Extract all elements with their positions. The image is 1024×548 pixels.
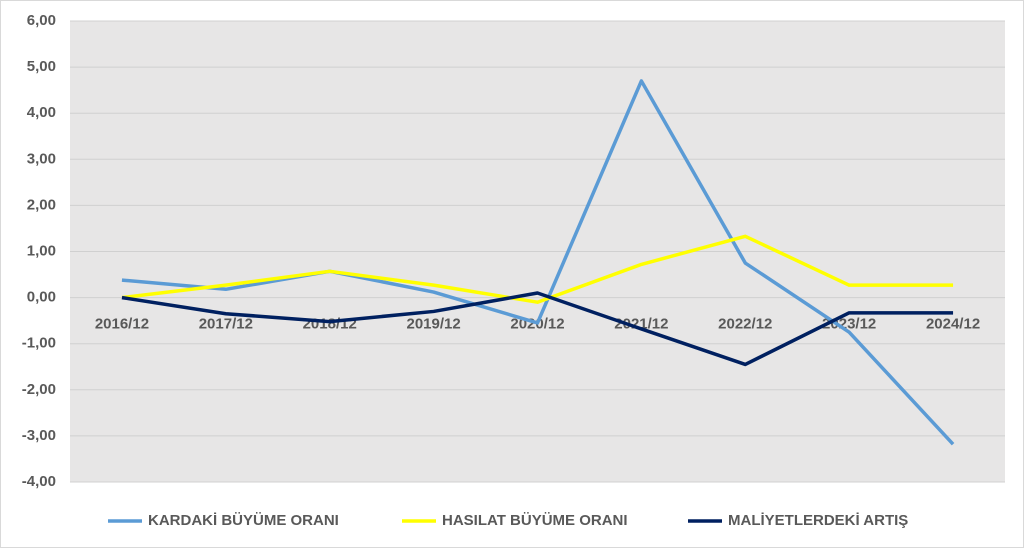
y-tick-label: 4,00	[27, 104, 56, 121]
y-tick-label: 6,00	[27, 12, 56, 29]
y-tick-label: -4,00	[22, 473, 56, 490]
legend-label: KARDAKİ BÜYÜME ORANI	[148, 512, 339, 529]
y-tick-label: -3,00	[22, 427, 56, 444]
x-tick-label: 2021/12	[614, 316, 668, 333]
x-tick-label: 2019/12	[406, 316, 460, 333]
y-tick-label: 2,00	[27, 196, 56, 213]
x-tick-label: 2016/12	[95, 316, 149, 333]
series-line	[121, 79, 955, 446]
y-tick-label: -1,00	[22, 335, 56, 352]
legend-label: HASILAT BÜYÜME ORANI	[442, 512, 628, 529]
y-tick-label: 0,00	[27, 289, 56, 306]
x-tick-label: 2024/12	[926, 316, 980, 333]
x-tick-label: 2017/12	[199, 316, 253, 333]
x-tick-label: 2022/12	[718, 316, 772, 333]
y-tick-label: 1,00	[27, 242, 56, 259]
series-line	[121, 234, 954, 304]
y-tick-label: -2,00	[22, 381, 56, 398]
series-line	[121, 291, 954, 367]
legend-label: MALİYETLERDEKİ ARTIŞ	[728, 512, 908, 529]
y-tick-label: 3,00	[27, 150, 56, 167]
y-tick-label: 5,00	[27, 58, 56, 75]
